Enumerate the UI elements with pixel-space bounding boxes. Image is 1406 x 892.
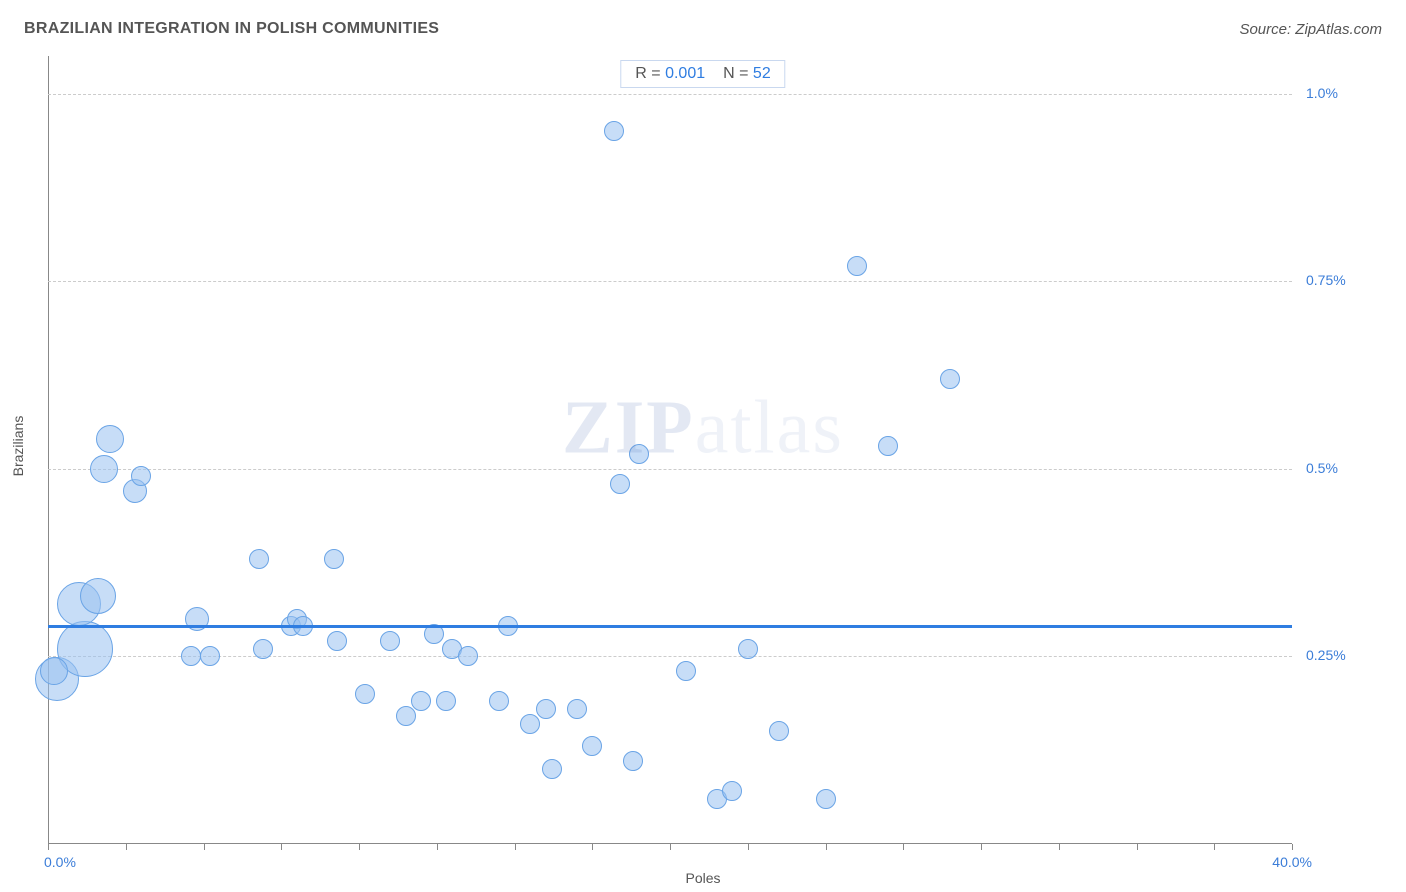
data-point [436, 691, 456, 711]
data-point [520, 714, 540, 734]
x-tick [1292, 844, 1293, 850]
data-point [676, 661, 696, 681]
gridline-h [48, 281, 1292, 282]
chart-source: Source: ZipAtlas.com [1239, 21, 1382, 38]
y-axis-line [48, 56, 49, 844]
data-point [324, 549, 344, 569]
x-tick [204, 844, 205, 850]
data-point [40, 657, 68, 685]
chart-title: BRAZILIAN INTEGRATION IN POLISH COMMUNIT… [24, 20, 439, 38]
data-point [489, 691, 509, 711]
data-point [582, 736, 602, 756]
x-tick-label: 40.0% [1272, 854, 1312, 870]
stats-box: R = 0.001 N = 52 [620, 60, 785, 88]
y-tick-label: 0.75% [1306, 272, 1346, 288]
chart-header: BRAZILIAN INTEGRATION IN POLISH COMMUNIT… [24, 20, 1382, 38]
data-point [623, 751, 643, 771]
data-point [536, 699, 556, 719]
data-point [567, 699, 587, 719]
data-point [816, 789, 836, 809]
stat-n: N = 52 [723, 65, 771, 83]
stat-r-label: R = [635, 65, 660, 82]
x-tick [515, 844, 516, 850]
x-axis-label: Poles [685, 870, 720, 886]
y-tick-label: 1.0% [1306, 85, 1338, 101]
data-point [200, 646, 220, 666]
stat-n-label: N = [723, 65, 748, 82]
x-tick [281, 844, 282, 850]
gridline-h [48, 94, 1292, 95]
y-tick-label: 0.25% [1306, 647, 1346, 663]
x-tick [903, 844, 904, 850]
y-axis-label: Brazilians [10, 416, 26, 477]
data-point [380, 631, 400, 651]
data-point [542, 759, 562, 779]
x-tick [126, 844, 127, 850]
x-tick [1137, 844, 1138, 850]
regression-line [48, 625, 1292, 628]
plot-area [48, 56, 1292, 844]
data-point [249, 549, 269, 569]
x-tick-label: 0.0% [44, 854, 76, 870]
data-point [604, 121, 624, 141]
x-tick [826, 844, 827, 850]
data-point [253, 639, 273, 659]
data-point [738, 639, 758, 659]
stat-r: R = 0.001 [635, 65, 705, 83]
x-tick [1214, 844, 1215, 850]
data-point [181, 646, 201, 666]
data-point [722, 781, 742, 801]
x-tick [48, 844, 49, 850]
data-point [769, 721, 789, 741]
data-point [327, 631, 347, 651]
stat-n-value: 52 [753, 65, 771, 82]
data-point [847, 256, 867, 276]
y-tick-label: 0.5% [1306, 460, 1338, 476]
data-point [411, 691, 431, 711]
data-point [610, 474, 630, 494]
x-tick [748, 844, 749, 850]
data-point [80, 578, 116, 614]
data-point [940, 369, 960, 389]
data-point [355, 684, 375, 704]
x-tick [1059, 844, 1060, 850]
data-point [96, 425, 124, 453]
stat-r-value: 0.001 [665, 65, 705, 82]
data-point [131, 466, 151, 486]
data-point [878, 436, 898, 456]
x-tick [981, 844, 982, 850]
gridline-h [48, 469, 1292, 470]
data-point [458, 646, 478, 666]
data-point [629, 444, 649, 464]
data-point [90, 455, 118, 483]
x-tick [437, 844, 438, 850]
x-tick [592, 844, 593, 850]
gridline-h [48, 656, 1292, 657]
x-tick [359, 844, 360, 850]
data-point [396, 706, 416, 726]
x-tick [670, 844, 671, 850]
